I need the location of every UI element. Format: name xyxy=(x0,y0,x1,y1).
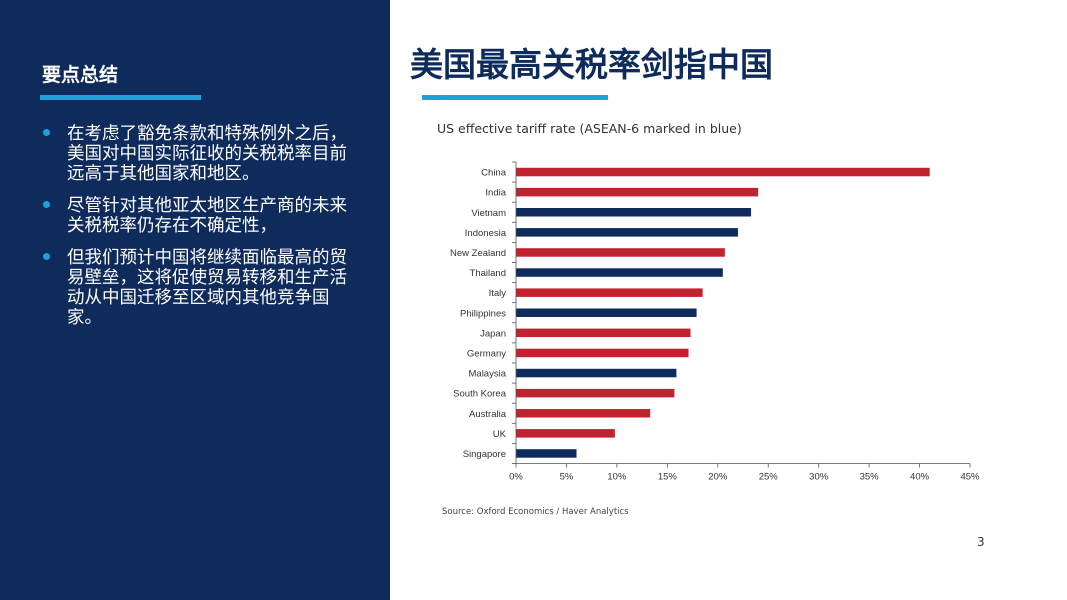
summary-bullet: 但我们预计中国将继续面临最高的贸易壁垒，这将促使贸易转移和生产活动从中国迁移至区… xyxy=(40,248,360,328)
bar-germany xyxy=(516,348,689,358)
category-label: Singapore xyxy=(463,449,506,460)
category-label: Philippines xyxy=(460,308,506,319)
summary-bullet: 尽管针对其他亚太地区生产商的未来关税税率仍存在不确定性， xyxy=(40,196,360,236)
x-tick-label: 20% xyxy=(708,472,728,483)
category-label: India xyxy=(485,188,506,199)
bar-malaysia xyxy=(516,368,677,378)
bar-indonesia xyxy=(516,228,738,237)
summary-bullet-list: 在考虑了豁免条款和特殊例外之后，美国对中国实际征收的关税税率目前远高于其他国家和… xyxy=(40,124,360,340)
chart-title: US effective tariff rate (ASEAN-6 marked… xyxy=(437,121,742,136)
bar-new-zealand xyxy=(516,248,725,257)
bullet-dot-icon xyxy=(43,129,50,136)
slide-title: 美国最高关税率剑指中国 xyxy=(410,45,773,84)
category-label: Thailand xyxy=(470,268,506,279)
category-label: UK xyxy=(493,429,507,440)
category-label: South Korea xyxy=(453,389,507,400)
bar-south-korea xyxy=(516,388,675,398)
tariff-bar-chart: China India Vietnam Indonesia New Zealand Tha… xyxy=(450,161,980,483)
x-tick-label: 0% xyxy=(509,472,523,483)
bar-thailand xyxy=(516,268,723,277)
category-label: Italy xyxy=(489,288,507,299)
x-tick-label: 40% xyxy=(910,472,930,483)
summary-bullet-text: 尽管针对其他亚太地区生产商的未来关税税率仍存在不确定性， xyxy=(67,196,347,236)
bar-china xyxy=(516,167,930,177)
page-number: 3 xyxy=(977,535,985,549)
bar-uk xyxy=(516,429,615,438)
x-tick-label: 30% xyxy=(809,472,829,483)
left-panel: 要点总结 在考虑了豁免条款和特殊例外之后，美国对中国实际征收的关税税率目前远高于… xyxy=(0,0,390,600)
x-tick-label: 5% xyxy=(560,472,574,483)
category-label: New Zealand xyxy=(450,248,506,259)
summary-title: 要点总结 xyxy=(42,64,119,86)
bar-italy xyxy=(516,288,703,297)
bar-japan xyxy=(516,328,691,338)
bar-philippines xyxy=(516,308,697,317)
x-tick-label: 35% xyxy=(860,472,880,483)
bar-australia xyxy=(516,409,651,418)
bullet-dot-icon xyxy=(43,201,50,208)
x-tick-label: 15% xyxy=(658,472,678,483)
bar-singapore xyxy=(516,449,577,458)
x-tick-label: 10% xyxy=(607,472,627,483)
summary-bullet-text: 但我们预计中国将继续面临最高的贸易壁垒，这将促使贸易转移和生产活动从中国迁移至区… xyxy=(67,248,347,328)
summary-bullet: 在考虑了豁免条款和特殊例外之后，美国对中国实际征收的关税税率目前远高于其他国家和… xyxy=(40,124,360,184)
bar-vietnam xyxy=(516,208,752,217)
category-label: Malaysia xyxy=(469,369,507,380)
category-label: Indonesia xyxy=(465,228,507,239)
summary-title-underline xyxy=(40,95,201,100)
category-label: Australia xyxy=(469,409,507,420)
x-tick-label: 25% xyxy=(759,472,779,483)
bar-india xyxy=(516,187,759,197)
chart-source: Source: Oxford Economics / Haver Analyti… xyxy=(442,507,629,517)
bullet-dot-icon xyxy=(43,253,50,260)
category-label: Vietnam xyxy=(471,208,506,219)
category-label: China xyxy=(481,168,507,179)
category-label: Germany xyxy=(467,348,506,359)
slide-title-underline xyxy=(422,95,608,100)
category-label: Japan xyxy=(480,328,506,339)
summary-bullet-text: 在考虑了豁免条款和特殊例外之后，美国对中国实际征收的关税税率目前远高于其他国家和… xyxy=(67,124,347,184)
x-tick-label: 45% xyxy=(960,472,980,483)
